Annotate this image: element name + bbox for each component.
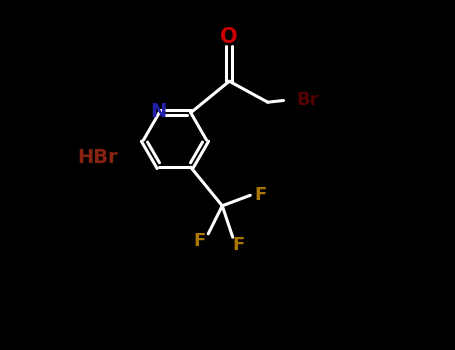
Text: HBr: HBr [78, 148, 118, 167]
Text: F: F [232, 236, 244, 254]
Text: F: F [193, 232, 206, 250]
Text: Br: Br [297, 91, 319, 109]
Text: N: N [150, 102, 167, 121]
Text: O: O [220, 27, 238, 48]
Text: F: F [254, 186, 266, 204]
